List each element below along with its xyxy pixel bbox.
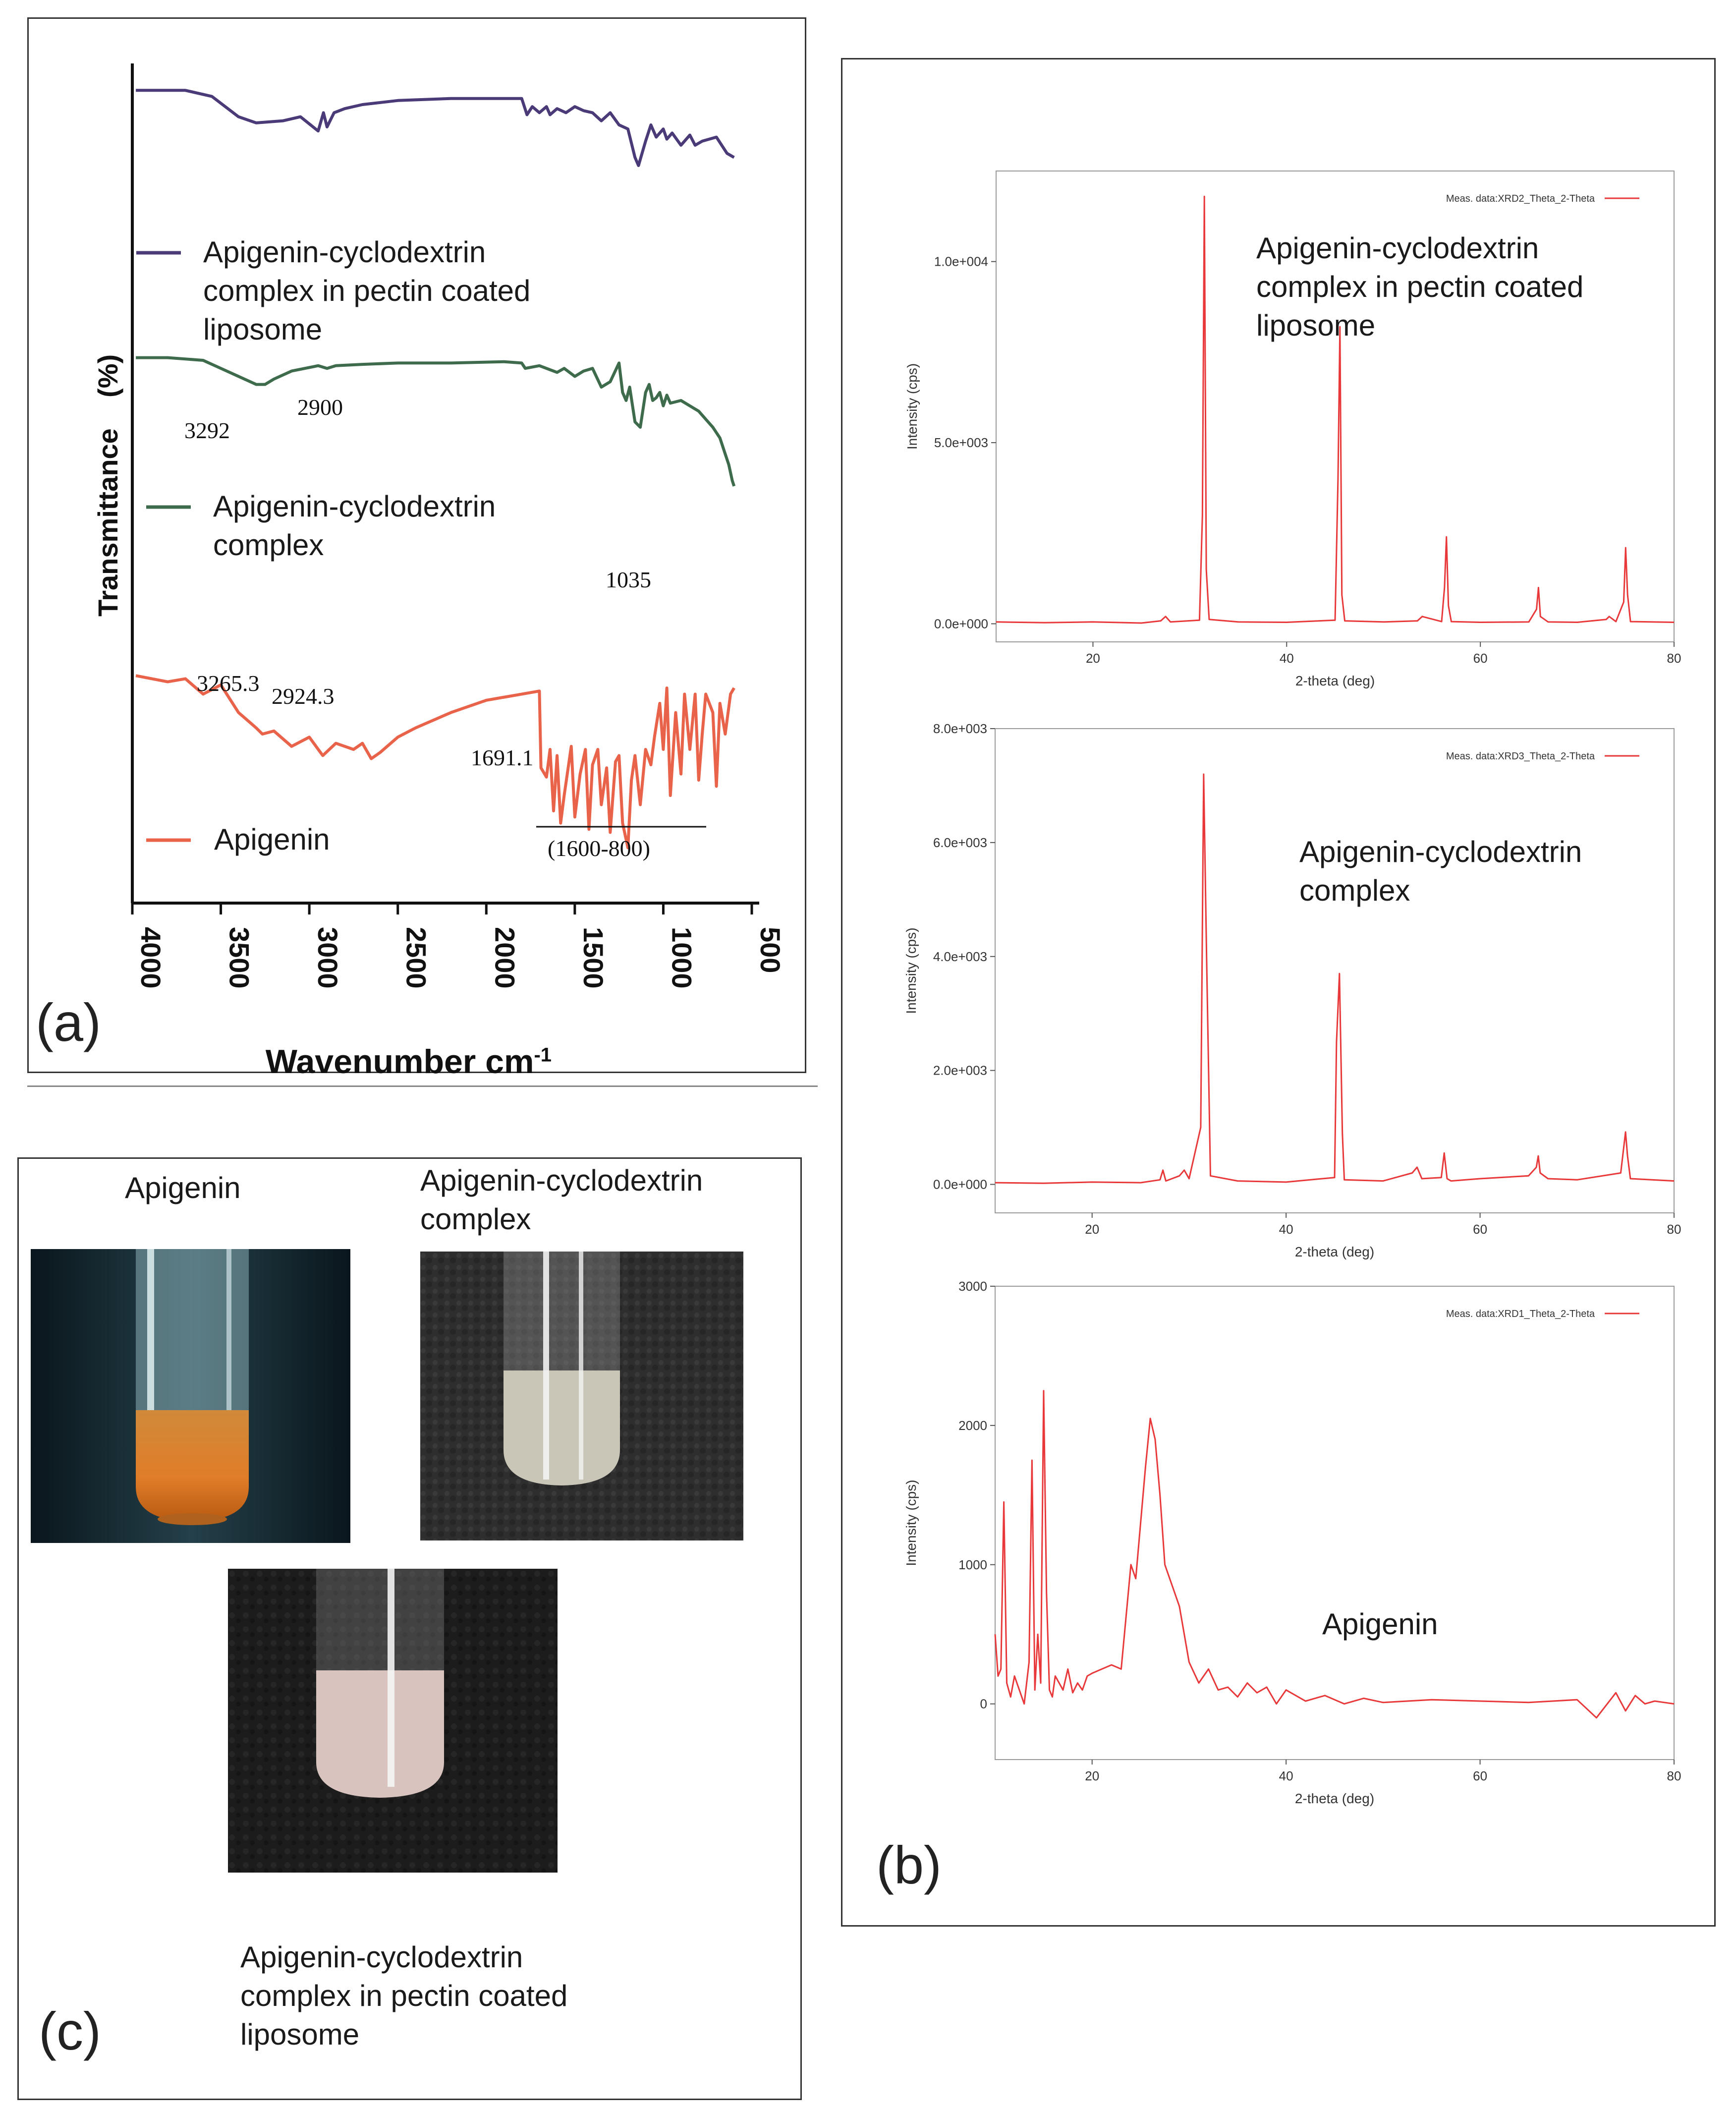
ftir-x-label-sup: -1	[534, 1044, 552, 1066]
xrd-liposome-x-tick-label: 40	[1280, 651, 1294, 666]
xrd-complex-y-tick-label: 8.0e+003	[933, 721, 987, 736]
photo-apigenin	[31, 1249, 350, 1543]
xrd-liposome-y-tick-label: 0.0e+000	[934, 616, 988, 631]
xrd-apigenin-y-axis-label: Intensity (cps)	[903, 1480, 919, 1566]
annotation-2900: 2900	[297, 395, 343, 420]
ftir-series-apigenin-line	[135, 674, 735, 850]
xrd-liposome-x-tick-label: 20	[1086, 651, 1100, 666]
xrd-apigenin-legend-label: Meas. data:XRD1_Theta_2-Theta	[1446, 1309, 1595, 1319]
ftir-x-tick-label-4000: 4000	[135, 927, 167, 989]
ftir-x-tick-label-2000: 2000	[489, 927, 520, 989]
xrd-apigenin-y-tick-label: 2000	[958, 1418, 987, 1433]
xrd-apigenin-y-tick-label: 1000	[958, 1557, 987, 1572]
legend-label-complex: Apigenin-cyclodextrin complex	[213, 490, 496, 562]
xrd-plot-liposome: 0.0e+000 5.0e+003 1.0e+004 20 40 60 80 2-theta …	[904, 171, 1681, 688]
ftir-series-liposome-line	[136, 89, 735, 167]
panel-a-letter: (a)	[36, 992, 101, 1052]
ftir-x-tick-label-1000: 1000	[666, 927, 697, 989]
xrd-apigenin-y-tick-label: 0	[980, 1697, 987, 1711]
xrd-complex-x-tick-label: 20	[1085, 1222, 1099, 1237]
xrd-title-liposome: Apigenin-cyclodextrin complex in pectin …	[1256, 231, 1584, 342]
ftir-x-tick-label-3500: 3500	[224, 927, 255, 989]
ftir-x-axis-label: Wavenumber cm-1	[247, 1004, 552, 1081]
xrd-complex-y-tick-label: 4.0e+003	[933, 949, 987, 964]
xrd-liposome-x-tick-label: 80	[1667, 651, 1681, 666]
annotation-3292: 3292	[184, 418, 230, 443]
xrd-complex-y-tick-label: 6.0e+003	[933, 835, 987, 850]
xrd-complex-series-line	[995, 773, 1675, 1184]
xrd-apigenin-x-tick-label: 40	[1279, 1768, 1293, 1783]
tube-liposome	[228, 1569, 558, 1873]
annotation-3265-3: 3265.3	[197, 671, 260, 696]
photo-label-liposome: Apigenin-cyclodextrin complex in pectin …	[240, 1940, 568, 2051]
xrd-title-apigenin: Apigenin	[1322, 1607, 1438, 1641]
xrd-liposome-x-axis-label: 2-theta (deg)	[1295, 673, 1375, 688]
photo-label-apigenin: Apigenin	[125, 1171, 241, 1204]
panel-a-frame	[27, 17, 806, 1073]
xrd-apigenin-x-tick-label: 60	[1473, 1768, 1487, 1783]
panel-b-letter: (b)	[876, 1835, 942, 1895]
legend-label-apigenin: Apigenin	[214, 823, 330, 856]
photo-complex	[420, 1252, 743, 1540]
ftir-x-tick-label-500: 500	[755, 927, 786, 973]
photo-liposome	[228, 1569, 558, 1873]
ftir-x-tick-label-2500: 2500	[401, 927, 432, 989]
xrd-liposome-x-tick-label: 60	[1473, 651, 1488, 666]
xrd-liposome-y-tick-label: 1.0e+004	[934, 254, 988, 269]
ftir-x-tick-label-1500: 1500	[578, 927, 609, 989]
xrd-plot-complex: 0.0e+000 2.0e+003 4.0e+003 6.0e+003 8.0e+003…	[903, 721, 1681, 1259]
ftir-series-complex-line	[136, 356, 736, 487]
xrd-plot-apigenin: 0 1000 2000 3000 20 40 60 80 2-theta (deg) Intens…	[903, 1279, 1681, 1806]
xrd-complex-x-tick-label: 80	[1667, 1222, 1681, 1237]
panel-divider	[27, 1085, 818, 1087]
xrd-liposome-legend-label: Meas. data:XRD2_Theta_2-Theta	[1446, 193, 1595, 204]
xrd-liposome-series-line	[996, 195, 1675, 624]
tube-apigenin	[31, 1249, 350, 1543]
annotation-2924-3: 2924.3	[272, 684, 335, 709]
xrd-apigenin-y-tick-label: 3000	[958, 1279, 987, 1294]
xrd-complex-x-axis-label: 2-theta (deg)	[1295, 1244, 1374, 1259]
xrd-plot-frame-apigenin	[995, 1286, 1675, 1760]
ftir-x-tick-label-3000: 3000	[312, 927, 343, 989]
annotation-range: (1600-800)	[548, 836, 650, 861]
xrd-complex-y-tick-label: 0.0e+000	[933, 1177, 987, 1192]
xrd-plot-frame-liposome	[996, 171, 1675, 642]
xrd-liposome-y-tick-label: 5.0e+003	[934, 435, 988, 450]
xrd-complex-y-axis-label: Intensity (cps)	[903, 927, 919, 1014]
ftir-x-label-main: Wavenumber cm	[265, 1043, 534, 1081]
xrd-apigenin-x-axis-label: 2-theta (deg)	[1295, 1791, 1374, 1806]
legend-label-liposome: Apigenin-cyclodextrin complex in pectin …	[203, 235, 531, 346]
xrd-apigenin-series-line	[994, 1390, 1675, 1719]
xrd-complex-legend-label: Meas. data:XRD3_Theta_2-Theta	[1446, 751, 1595, 762]
xrd-apigenin-x-tick-label: 20	[1085, 1768, 1099, 1783]
xrd-complex-x-tick-label: 60	[1473, 1222, 1487, 1237]
panel-c-letter: (c)	[39, 2001, 101, 2061]
xrd-complex-y-tick-label: 2.0e+003	[933, 1063, 987, 1078]
xrd-liposome-y-axis-label: Intensity (cps)	[904, 363, 920, 450]
photo-label-complex: Apigenin-cyclodextrin complex	[420, 1164, 703, 1236]
xrd-apigenin-x-tick-label: 80	[1667, 1768, 1681, 1783]
ftir-chart: 4000 3500 3000 2500 2000 1500 1000 500	[131, 63, 786, 989]
xrd-title-complex: Apigenin-cyclodextrin complex	[1299, 835, 1582, 907]
annotation-1691-1: 1691.1	[471, 745, 534, 770]
xrd-complex-x-tick-label: 40	[1279, 1222, 1293, 1237]
tube-complex	[420, 1252, 743, 1540]
annotation-1035: 1035	[606, 567, 651, 592]
